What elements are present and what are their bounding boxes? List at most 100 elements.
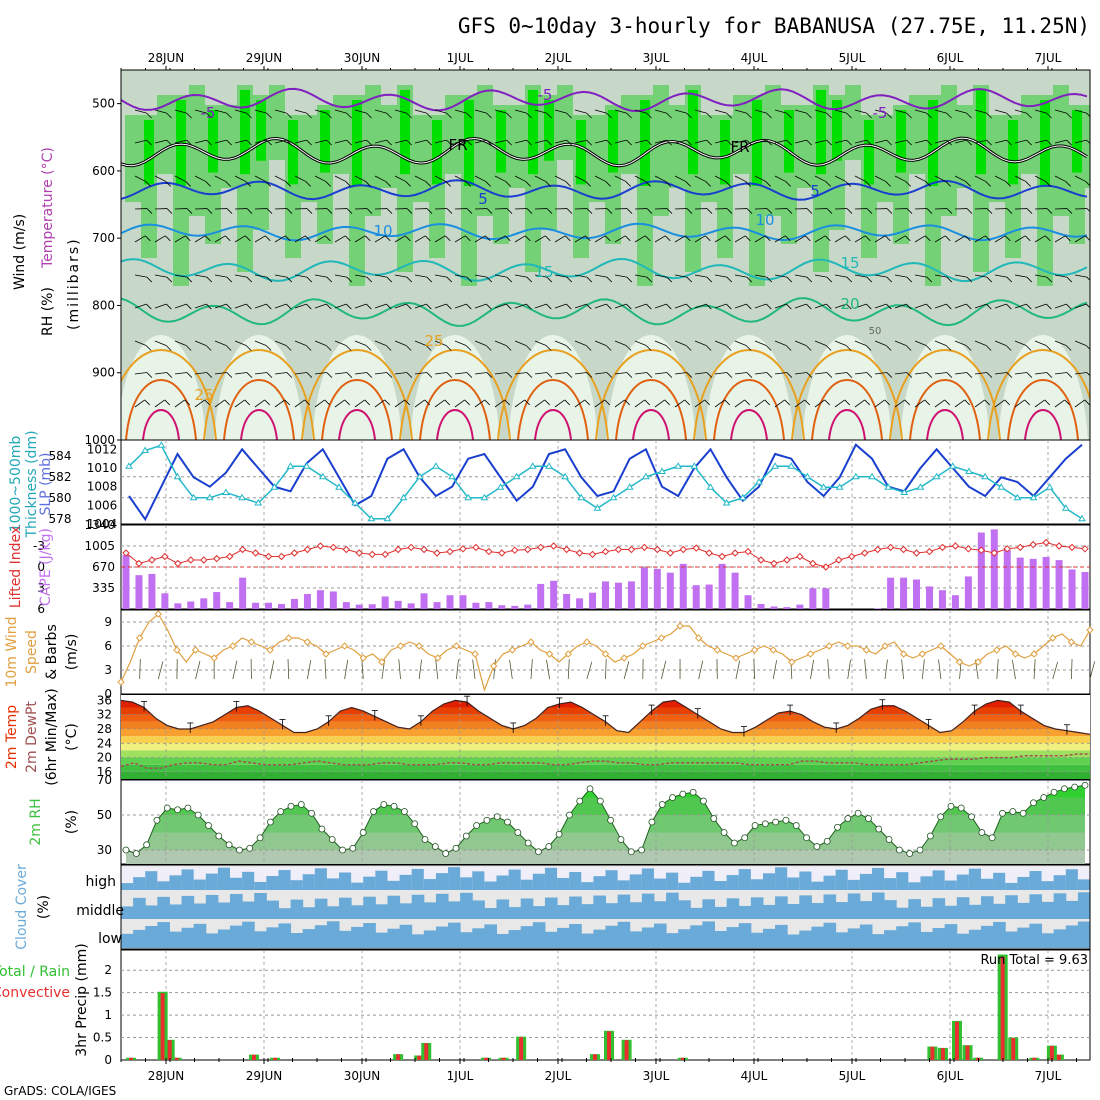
cloud-high-cell bbox=[544, 867, 558, 890]
thickness-point bbox=[286, 462, 295, 469]
wind-barb-flag bbox=[586, 276, 593, 283]
cape-bar bbox=[161, 593, 169, 609]
wind10-point bbox=[806, 650, 815, 658]
wind-barb bbox=[174, 109, 187, 114]
lifted-index-point bbox=[485, 547, 493, 556]
cape-bar bbox=[1042, 556, 1050, 609]
rh-point bbox=[163, 804, 171, 812]
wind-barb bbox=[134, 399, 145, 408]
wind-barb bbox=[994, 175, 1006, 182]
wind-barb-flag bbox=[965, 181, 971, 187]
cloud-panel: high middle low Cloud Cover (%) bbox=[14, 864, 1091, 950]
wind-barb bbox=[1034, 340, 1047, 346]
wind-barb bbox=[254, 175, 266, 182]
cloud-middle-cell bbox=[750, 897, 764, 919]
plus35-isotherm bbox=[240, 409, 278, 440]
cape-bar bbox=[1081, 572, 1089, 609]
wind-barb bbox=[494, 109, 507, 114]
wind-barb bbox=[514, 399, 525, 408]
wind-barb bbox=[394, 340, 407, 346]
plus35-isotherm bbox=[632, 409, 670, 440]
wind10-barb bbox=[269, 660, 275, 680]
cloud-low-cell bbox=[762, 928, 776, 948]
wind-barb-flag bbox=[786, 112, 792, 119]
wind-barb bbox=[954, 340, 967, 346]
wind-barb-flag bbox=[966, 372, 973, 378]
precip-label-b: Convective bbox=[0, 985, 70, 1001]
wind-barb-flag bbox=[224, 399, 230, 406]
wind-barb bbox=[934, 109, 947, 114]
wind-barb-flag bbox=[706, 112, 712, 119]
wind-barb-flag bbox=[566, 372, 573, 378]
wind-barb-flag bbox=[606, 208, 613, 214]
wind10-point bbox=[489, 662, 498, 670]
rh-point bbox=[720, 829, 728, 836]
thickness-point bbox=[448, 472, 456, 480]
wind-barb-flag bbox=[525, 235, 531, 242]
precip-tick-label: 1 bbox=[104, 1008, 112, 1022]
wind10-barb bbox=[509, 659, 513, 680]
wind-barb-flag bbox=[585, 345, 592, 351]
wind-barb-flag bbox=[946, 372, 953, 378]
temp-color-band bbox=[121, 743, 1090, 751]
cloud-middle-cell bbox=[326, 906, 340, 919]
cloud-high-cell bbox=[690, 876, 703, 890]
wind-barb bbox=[314, 274, 327, 278]
wind-barb bbox=[634, 340, 647, 346]
wind-barb bbox=[354, 139, 367, 144]
wind-barb-flag bbox=[385, 345, 392, 351]
wind-barb bbox=[534, 109, 547, 114]
wind-barb-flag bbox=[1045, 235, 1051, 242]
wind10-point bbox=[471, 650, 479, 658]
wind-barb-flag bbox=[204, 399, 210, 406]
cloud-middle-cell bbox=[944, 905, 958, 919]
wind-barb bbox=[794, 340, 807, 346]
cloud-middle-cell bbox=[1017, 902, 1030, 919]
rh-point bbox=[277, 808, 285, 815]
wind-barb-flag bbox=[426, 372, 433, 378]
wind-barb bbox=[714, 399, 725, 408]
wind-barb-flag bbox=[746, 276, 753, 283]
cloud-middle-cell bbox=[1053, 893, 1067, 919]
rh-point bbox=[751, 822, 759, 829]
wind-barb-flag bbox=[606, 139, 612, 146]
thickness-point bbox=[787, 462, 796, 469]
wind-barb-flag bbox=[186, 208, 193, 214]
rh-point bbox=[1060, 785, 1068, 793]
lifted-index-point bbox=[148, 556, 156, 564]
cloud-low-cell bbox=[544, 931, 558, 948]
wind-barb-flag bbox=[1066, 303, 1072, 310]
wind-barb-flag bbox=[985, 181, 991, 187]
cloud-low-cell bbox=[266, 927, 279, 948]
cloud-middle-cell bbox=[726, 898, 740, 919]
wind-barb bbox=[614, 139, 627, 144]
rh-point bbox=[442, 850, 450, 857]
wind-barb-flag bbox=[185, 345, 192, 351]
wind-barb-flag bbox=[644, 399, 650, 406]
wind-barb bbox=[574, 399, 585, 408]
wind-barb-flag bbox=[285, 181, 291, 187]
wind-barb-flag bbox=[545, 345, 552, 351]
lifted-index-point bbox=[420, 545, 428, 554]
contour-label: -5 bbox=[538, 86, 553, 104]
wind-barb-flag bbox=[446, 276, 453, 283]
wind-barb-flag bbox=[626, 139, 632, 146]
precip-convective-bar bbox=[1000, 956, 1005, 1060]
thickness-point bbox=[318, 472, 327, 480]
wind10-point bbox=[750, 646, 759, 654]
wind-barb-flag bbox=[366, 208, 373, 214]
cloud-low-cell bbox=[1017, 927, 1030, 948]
rh-point bbox=[349, 844, 357, 852]
wind10-point bbox=[285, 634, 293, 642]
cloud-low-cell bbox=[557, 927, 570, 948]
cloud-high-cell bbox=[133, 877, 146, 890]
rh-moist-column bbox=[509, 105, 525, 188]
wind10-barb bbox=[232, 660, 238, 680]
wind-barb bbox=[914, 235, 926, 243]
cloud-high-cell bbox=[145, 871, 158, 890]
wind-barb bbox=[794, 274, 807, 278]
wind-barb bbox=[554, 175, 566, 182]
wind10-barb bbox=[1089, 661, 1096, 680]
cape-bar bbox=[1068, 569, 1076, 609]
wind-barb bbox=[134, 139, 147, 144]
